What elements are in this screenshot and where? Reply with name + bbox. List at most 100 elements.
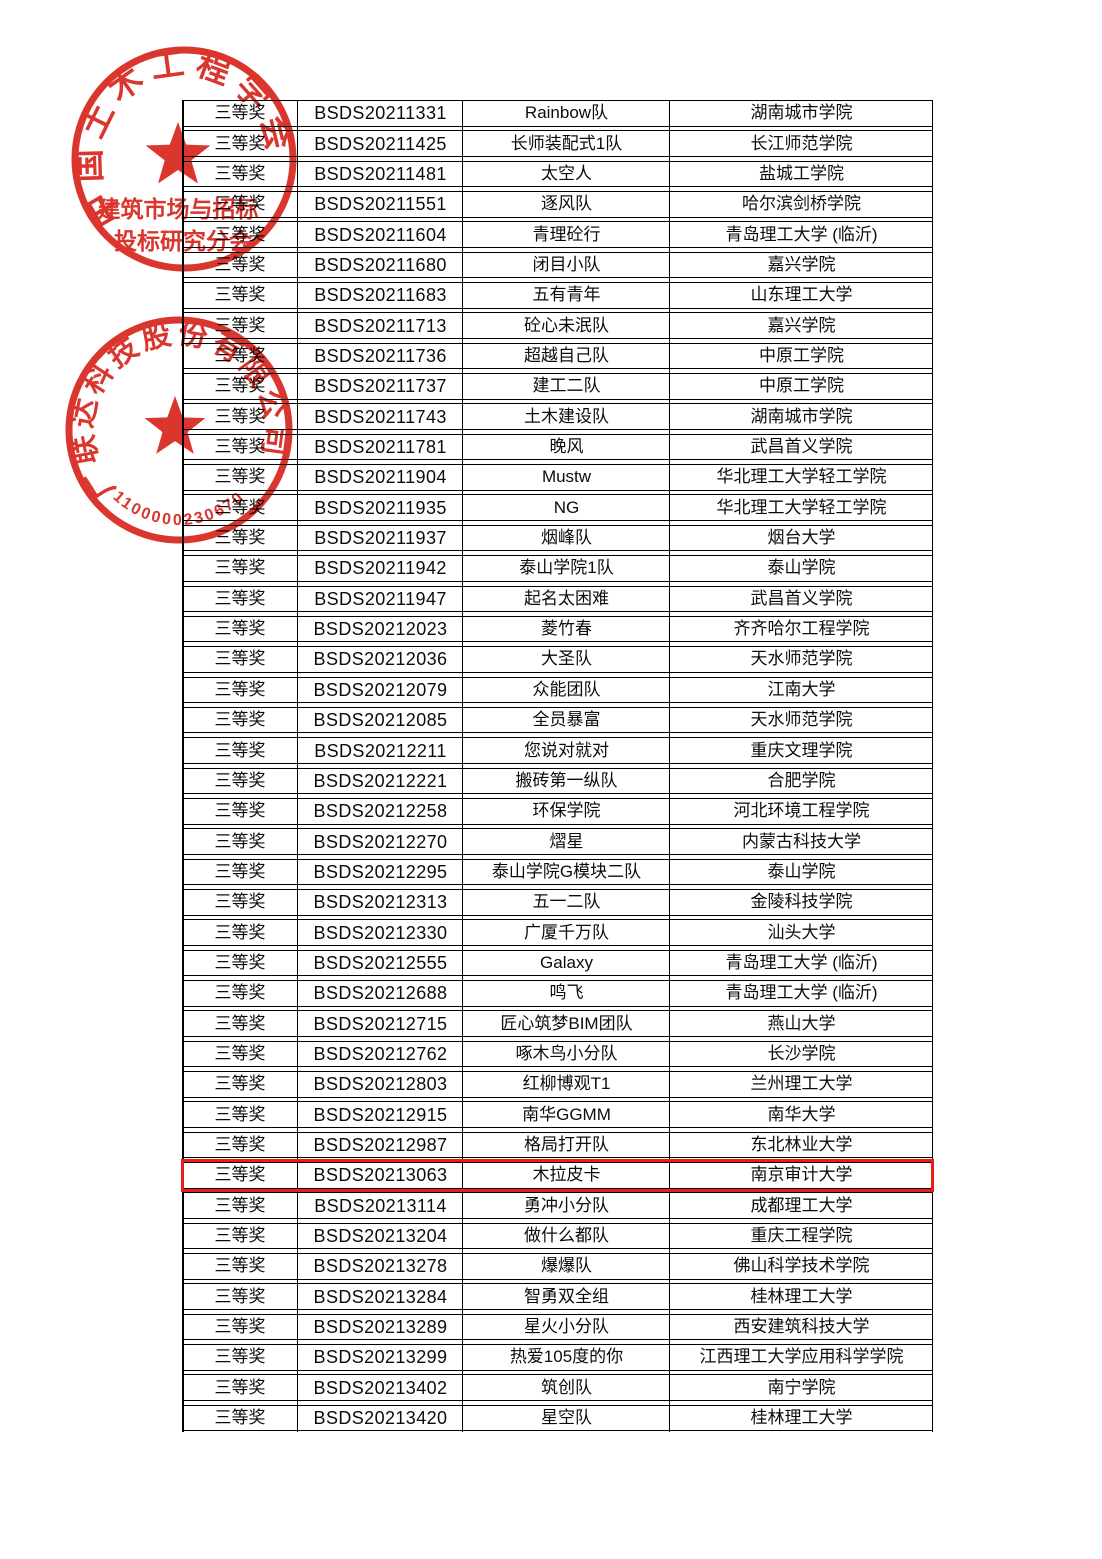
table-row: 三等奖 BSDS20213289 星火小分队 西安建筑科技大学 xyxy=(182,1313,933,1341)
id-cell: BSDS20212688 xyxy=(313,983,448,1004)
id-cell: BSDS20212023 xyxy=(313,619,448,640)
table-row: 三等奖 BSDS20212270 熠星 内蒙古科技大学 xyxy=(182,828,933,855)
school-cell: 青岛理工大学 (临沂) xyxy=(725,224,878,244)
table-row: 三等奖 BSDS20211425 长师装配式1队 长江师范学院 xyxy=(182,130,933,157)
award-cell: 三等奖 xyxy=(214,1256,266,1276)
team-cell: 太空人 xyxy=(541,163,592,183)
school-cell: 泰山学院 xyxy=(767,558,836,578)
award-cell: 三等奖 xyxy=(214,1195,266,1215)
school-cell: 燕山大学 xyxy=(767,1013,836,1033)
award-cell: 三等奖 xyxy=(214,679,266,699)
team-cell: 土木建设队 xyxy=(524,406,609,426)
id-cell: BSDS20212915 xyxy=(313,1104,448,1125)
table-row: 三等奖 BSDS20213204 做什么都队 重庆工程学院 xyxy=(182,1222,933,1250)
id-cell: BSDS20211743 xyxy=(314,406,447,427)
school-cell: 佛山科学技术学院 xyxy=(733,1256,870,1276)
table-row: 三等奖 BSDS20212079 众能团队 江南大学 xyxy=(182,676,933,704)
glodon-company-stamp: 广联达科技股份有限公司 1100000230670 xyxy=(65,316,293,544)
school-cell: 桂林理工大学 xyxy=(750,1408,853,1428)
table-row: 三等奖 BSDS20211604 青理砼行 青岛理工大学 (临沂) xyxy=(182,221,933,248)
stamp-ring xyxy=(65,316,293,544)
team-cell: NG xyxy=(553,497,580,517)
table-row: 三等奖 BSDS20212555 Galaxy 青岛理工大学 (临沂) xyxy=(182,949,933,977)
school-cell: 华北理工大学轻工学院 xyxy=(716,497,887,517)
award-cell: 三等奖 xyxy=(214,1104,266,1124)
school-cell: 烟台大学 xyxy=(767,528,836,548)
school-cell: 南京审计大学 xyxy=(750,1165,853,1185)
award-cell: 三等奖 xyxy=(214,892,266,912)
award-cell: 三等奖 xyxy=(214,558,266,578)
table-row: 三等奖 BSDS20211737 建工二队 中原工学院 xyxy=(182,373,933,400)
table-row: 三等奖 BSDS20213063 木拉皮卡 南京审计大学 xyxy=(181,1159,934,1192)
team-cell: 您说对就对 xyxy=(524,740,609,760)
award-cell: 三等奖 xyxy=(214,194,266,214)
team-cell: 泰山学院G模块二队 xyxy=(491,861,642,881)
school-cell: 合肥学院 xyxy=(767,770,836,790)
award-cell: 三等奖 xyxy=(214,770,266,790)
id-cell: BSDS20211942 xyxy=(314,558,447,579)
id-cell: BSDS20212762 xyxy=(313,1043,448,1064)
team-cell: Rainbow队 xyxy=(524,103,609,123)
school-cell: 江西理工大学应用科学学院 xyxy=(699,1347,904,1367)
id-cell: BSDS20213278 xyxy=(313,1256,448,1277)
award-cell: 三等奖 xyxy=(214,103,266,123)
team-cell: 格局打开队 xyxy=(524,1134,609,1154)
team-cell: 长师装配式1队 xyxy=(510,133,623,153)
team-cell: 智勇双全组 xyxy=(524,1286,609,1306)
id-cell: BSDS20212270 xyxy=(313,831,448,852)
table-vline xyxy=(182,100,184,1432)
school-cell: 盐城工学院 xyxy=(759,163,844,183)
table-row: 三等奖 BSDS20213420 星空队 桂林理工大学 xyxy=(182,1404,933,1432)
table-row: 三等奖 BSDS20211551 逐风队 哈尔滨剑桥学院 xyxy=(182,191,933,218)
team-cell: 筑创队 xyxy=(541,1377,592,1397)
table-row: 三等奖 BSDS20211743 土木建设队 湖南城市学院 xyxy=(182,403,933,431)
table-row: 三等奖 BSDS20212085 全员暴富 天水师范学院 xyxy=(182,706,933,734)
award-cell: 三等奖 xyxy=(214,983,266,1003)
team-cell: 烟峰队 xyxy=(541,528,592,548)
id-cell: BSDS20213063 xyxy=(313,1165,448,1186)
id-cell: BSDS20211551 xyxy=(314,194,447,215)
table-row: 三等奖 BSDS20213278 爆爆队 佛山科学技术学院 xyxy=(182,1253,933,1280)
id-cell: BSDS20212221 xyxy=(313,770,448,791)
team-cell: 广厦千万队 xyxy=(524,922,609,942)
school-cell: 长江师范学院 xyxy=(750,133,853,153)
school-cell: 重庆文理学院 xyxy=(750,740,853,760)
award-cell: 三等奖 xyxy=(214,1347,266,1367)
school-cell: 东北林业大学 xyxy=(750,1134,853,1154)
stamp-line1: 建筑市场与招标 xyxy=(98,196,259,222)
id-cell: BSDS20211604 xyxy=(314,224,447,245)
award-cell: 三等奖 xyxy=(214,285,266,305)
team-cell: 木拉皮卡 xyxy=(532,1165,601,1185)
table-vline xyxy=(668,100,671,1432)
team-cell: 红柳博观T1 xyxy=(522,1074,611,1094)
id-cell: BSDS20212803 xyxy=(313,1074,448,1095)
award-cell: 三等奖 xyxy=(214,1226,266,1246)
school-cell: 南宁学院 xyxy=(767,1377,836,1397)
school-cell: 中原工学院 xyxy=(759,346,844,366)
id-cell: BSDS20212079 xyxy=(313,679,448,700)
award-cell: 三等奖 xyxy=(214,801,266,821)
team-cell: 全员暴富 xyxy=(532,710,601,730)
table-row: 三等奖 BSDS20211937 烟峰队 烟台大学 xyxy=(182,524,933,552)
table-row: 三等奖 BSDS20212221 搬砖第一纵队 合肥学院 xyxy=(182,767,933,795)
award-cell: 三等奖 xyxy=(214,1134,266,1154)
table-vline xyxy=(461,100,464,1432)
team-cell: 起名太困难 xyxy=(524,588,609,608)
table-row: 三等奖 BSDS20213284 智勇双全组 桂林理工大学 xyxy=(182,1283,933,1310)
id-cell: BSDS20211736 xyxy=(314,346,447,367)
school-cell: 青岛理工大学 (临沂) xyxy=(725,952,878,972)
school-cell: 西安建筑科技大学 xyxy=(733,1317,870,1337)
table-row: 三等奖 BSDS20211935 NG 华北理工大学轻工学院 xyxy=(182,494,933,522)
table-rows: 三等奖 BSDS20211331 Rainbow队 湖南城市学院 三等奖 BSD… xyxy=(181,100,934,1432)
team-cell: 五有青年 xyxy=(532,285,601,305)
id-cell: BSDS20211713 xyxy=(314,315,447,336)
table-row: 三等奖 BSDS20212295 泰山学院G模块二队 泰山学院 xyxy=(182,858,933,886)
school-cell: 金陵科技学院 xyxy=(750,892,853,912)
table-row: 三等奖 BSDS20211713 砼心未泯队 嘉兴学院 xyxy=(182,312,933,339)
team-cell: 星空队 xyxy=(541,1408,592,1428)
school-cell: 齐齐哈尔工程学院 xyxy=(733,619,870,639)
school-cell: 兰州理工大学 xyxy=(750,1074,853,1094)
id-cell: BSDS20213420 xyxy=(313,1408,448,1429)
id-cell: BSDS20211680 xyxy=(314,255,447,276)
